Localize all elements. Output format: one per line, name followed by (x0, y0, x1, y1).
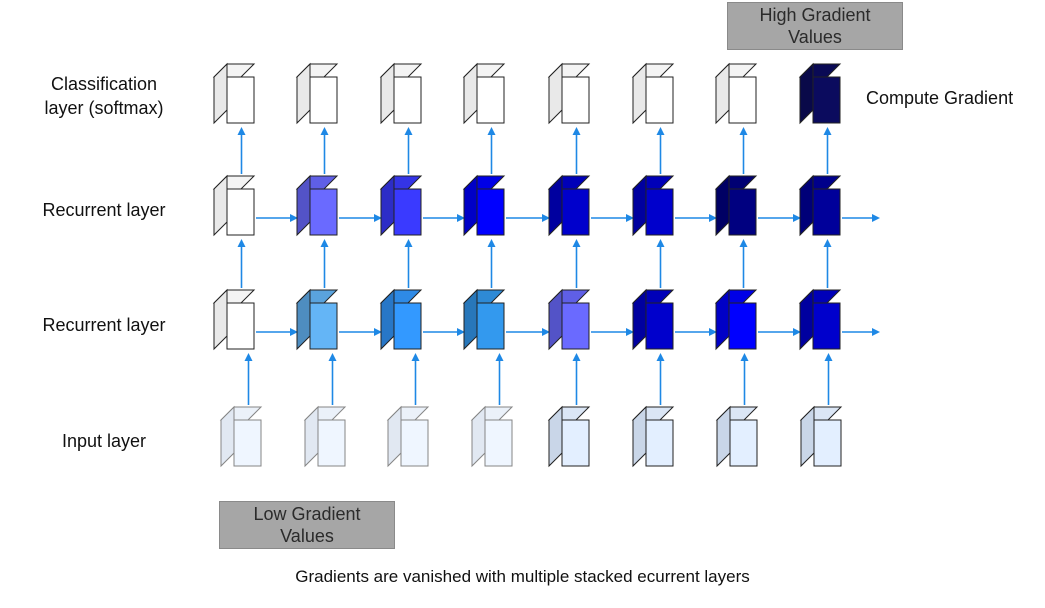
recurrent-bottom-cube-2 (295, 288, 339, 351)
classification-cube-3 (379, 62, 423, 125)
recurrent-bottom-cube-5 (547, 288, 591, 351)
recurrent-bottom-cube-7 (714, 288, 758, 351)
recurrent-bottom-cube-1 (212, 288, 256, 351)
recurrent-layer-top-label: Recurrent layer (42, 200, 166, 220)
input-cube-4 (470, 405, 514, 468)
classification-cube-6 (631, 62, 675, 125)
recurrent-top-cube-7 (714, 174, 758, 237)
recurrent-top-cube-3 (379, 174, 423, 237)
input-cube-7 (715, 405, 759, 468)
recurrent-top-cube-4 (462, 174, 506, 237)
input-layer-label: Input layer (61, 431, 147, 451)
recurrent-bottom-cube-3 (379, 288, 423, 351)
input-cube-8 (799, 405, 843, 468)
recurrent-top-cube-2 (295, 174, 339, 237)
classification-cube-4 (462, 62, 506, 125)
cubes-layer (212, 62, 843, 468)
recurrent-top-cube-1 (212, 174, 256, 237)
classification-cube-1 (212, 62, 256, 125)
input-cube-6 (631, 405, 675, 468)
compute-gradient-label: Compute Gradient (866, 88, 1014, 108)
classification-layer-label: Classification layer (softmax) (44, 74, 164, 118)
classification-cube-2 (295, 62, 339, 125)
low-gradient-box: Low Gradient Values (219, 501, 395, 549)
recurrent-bottom-cube-4 (462, 288, 506, 351)
recurrent-top-cube-6 (631, 174, 675, 237)
classification-cube-5 (547, 62, 591, 125)
input-cube-1 (219, 405, 263, 468)
recurrent-layer-bottom-label: Recurrent layer (42, 315, 166, 335)
input-cube-5 (547, 405, 591, 468)
classification-cube-8 (798, 62, 842, 125)
recurrent-bottom-cube-6 (631, 288, 675, 351)
input-cube-2 (303, 405, 347, 468)
input-cube-3 (386, 405, 430, 468)
arrows-layer (237, 127, 880, 405)
recurrent-top-cube-8 (798, 174, 842, 237)
recurrent-bottom-cube-8 (798, 288, 842, 351)
recurrent-top-cube-5 (547, 174, 591, 237)
caption: Gradients are vanished with multiple sta… (295, 567, 750, 586)
high-gradient-box: High Gradient Values (727, 2, 903, 50)
classification-cube-7 (714, 62, 758, 125)
